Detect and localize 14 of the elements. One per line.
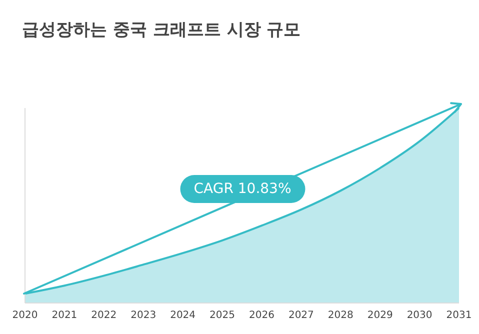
x-tick-label: 2025 — [210, 310, 235, 322]
x-tick-label: 2031 — [446, 310, 472, 322]
x-tick-label: 2022 — [91, 310, 117, 322]
x-tick-label: 2026 — [249, 310, 274, 322]
x-tick-label: 2029 — [367, 310, 393, 322]
x-tick-label: 2024 — [170, 310, 196, 322]
x-tick-label: 2028 — [328, 310, 354, 322]
x-tick-label: 2021 — [52, 310, 78, 322]
x-tick-label: 2030 — [406, 310, 432, 322]
annotation: CAGR 10.83% — [180, 174, 306, 203]
x-tick-label: 2027 — [288, 310, 314, 322]
x-tick-label: 2023 — [130, 310, 156, 322]
x-tick-label: 2020 — [12, 310, 38, 322]
chart-title: 급성장하는 중국 크래프트 시장 규모 — [22, 19, 301, 41]
